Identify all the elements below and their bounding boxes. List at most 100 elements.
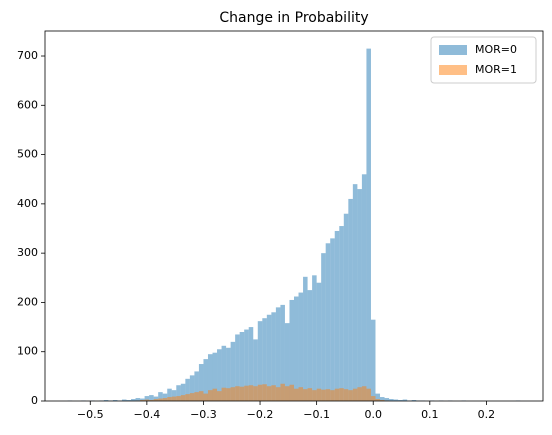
bar bbox=[185, 378, 190, 401]
bar bbox=[389, 399, 394, 401]
bar bbox=[325, 243, 331, 401]
bar bbox=[343, 389, 349, 401]
bar bbox=[375, 399, 381, 401]
bar bbox=[307, 388, 313, 401]
bar bbox=[212, 352, 218, 401]
y-tick-label: 700 bbox=[17, 49, 38, 62]
bar bbox=[334, 230, 340, 401]
bar bbox=[321, 389, 326, 401]
x-tick-label: 0.0 bbox=[364, 408, 382, 421]
bar bbox=[226, 388, 231, 401]
bar bbox=[289, 299, 294, 401]
bar bbox=[312, 275, 317, 401]
bar bbox=[366, 388, 371, 401]
bar bbox=[348, 390, 353, 401]
bar bbox=[253, 386, 258, 401]
bar bbox=[275, 387, 281, 401]
bar bbox=[257, 384, 263, 401]
bar bbox=[207, 390, 213, 401]
bar bbox=[357, 189, 362, 401]
x-tick-label: −0.3 bbox=[190, 408, 217, 421]
bar bbox=[402, 399, 408, 401]
bar bbox=[103, 400, 109, 401]
bar bbox=[189, 393, 195, 401]
legend-label: MOR=1 bbox=[475, 63, 517, 76]
bar bbox=[131, 399, 136, 401]
bar bbox=[361, 174, 367, 401]
bar bbox=[140, 400, 145, 401]
bar bbox=[316, 388, 322, 401]
bar bbox=[271, 385, 276, 401]
bar bbox=[294, 388, 299, 401]
bar bbox=[167, 388, 172, 401]
bar bbox=[149, 395, 154, 401]
chart-title: Change in Probability bbox=[219, 10, 368, 26]
bar bbox=[352, 388, 358, 401]
bar bbox=[316, 282, 322, 401]
bar bbox=[361, 386, 367, 401]
bar bbox=[194, 371, 199, 401]
bar bbox=[189, 375, 195, 401]
bar bbox=[398, 400, 403, 401]
bar bbox=[158, 392, 163, 401]
bar bbox=[140, 398, 145, 401]
x-tick-label: −0.5 bbox=[77, 408, 104, 421]
bar bbox=[303, 389, 308, 401]
legend-label: MOR=0 bbox=[475, 43, 517, 56]
bar bbox=[180, 395, 186, 401]
bar bbox=[307, 290, 313, 401]
bar bbox=[239, 332, 245, 401]
bar bbox=[248, 327, 254, 401]
bar bbox=[298, 292, 304, 401]
bar bbox=[298, 387, 304, 401]
y-tick-label: 100 bbox=[17, 345, 38, 358]
bar bbox=[221, 345, 227, 401]
bar bbox=[149, 400, 154, 401]
bar bbox=[176, 396, 181, 401]
bar bbox=[280, 304, 285, 401]
bar bbox=[275, 307, 281, 401]
bar bbox=[339, 388, 344, 401]
y-tick-label: 400 bbox=[17, 197, 38, 210]
bar bbox=[144, 399, 150, 401]
bar bbox=[167, 397, 172, 401]
bar bbox=[162, 393, 168, 401]
bar bbox=[171, 396, 177, 401]
bar bbox=[185, 394, 190, 401]
bar bbox=[230, 387, 236, 401]
bar bbox=[207, 354, 213, 401]
bar bbox=[325, 389, 331, 401]
bar bbox=[244, 329, 249, 401]
bar bbox=[370, 396, 376, 401]
bar bbox=[366, 48, 371, 401]
bar bbox=[289, 384, 294, 401]
bar bbox=[303, 276, 308, 401]
bar bbox=[271, 312, 276, 401]
bar bbox=[248, 385, 254, 401]
bar bbox=[384, 398, 390, 401]
legend-swatch bbox=[439, 65, 467, 75]
y-tick-label: 500 bbox=[17, 148, 38, 161]
bar bbox=[217, 391, 222, 401]
bar bbox=[321, 253, 326, 401]
bar bbox=[284, 323, 290, 401]
bar bbox=[235, 334, 240, 401]
bar bbox=[226, 347, 231, 401]
bar bbox=[266, 314, 272, 401]
x-tick-label: −0.4 bbox=[134, 408, 161, 421]
bar bbox=[135, 398, 141, 401]
bar bbox=[257, 321, 263, 401]
bar bbox=[411, 400, 417, 401]
bar bbox=[176, 385, 181, 401]
y-tick-label: 600 bbox=[17, 98, 38, 111]
bar bbox=[121, 399, 127, 401]
bar bbox=[244, 385, 249, 401]
y-tick-label: 0 bbox=[31, 394, 38, 407]
bar bbox=[280, 383, 285, 401]
bar bbox=[235, 386, 240, 401]
bar bbox=[262, 384, 267, 401]
bar bbox=[194, 392, 199, 401]
y-tick-label: 200 bbox=[17, 295, 38, 308]
bar bbox=[339, 226, 344, 401]
